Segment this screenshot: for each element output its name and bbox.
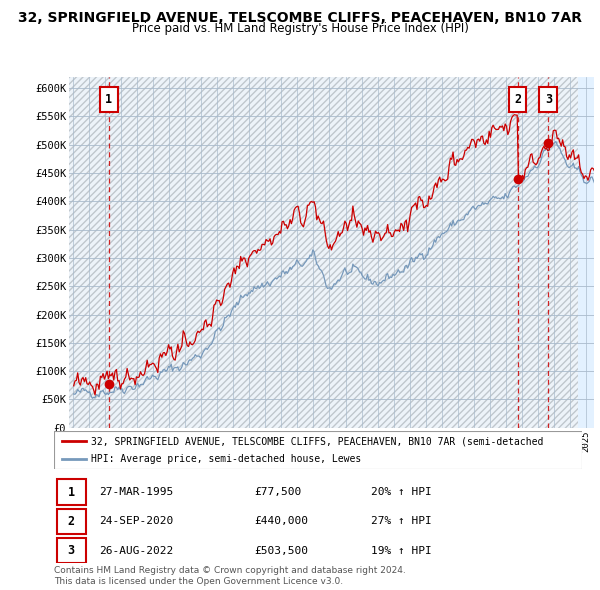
Text: Contains HM Land Registry data © Crown copyright and database right 2024.: Contains HM Land Registry data © Crown c… bbox=[54, 566, 406, 575]
Text: 27% ↑ HPI: 27% ↑ HPI bbox=[371, 516, 431, 526]
Text: 32, SPRINGFIELD AVENUE, TELSCOMBE CLIFFS, PEACEHAVEN, BN10 7AR: 32, SPRINGFIELD AVENUE, TELSCOMBE CLIFFS… bbox=[18, 11, 582, 25]
Text: 32, SPRINGFIELD AVENUE, TELSCOMBE CLIFFS, PEACEHAVEN, BN10 7AR (semi-detached: 32, SPRINGFIELD AVENUE, TELSCOMBE CLIFFS… bbox=[91, 437, 544, 447]
Text: £503,500: £503,500 bbox=[254, 546, 308, 556]
Text: Price paid vs. HM Land Registry's House Price Index (HPI): Price paid vs. HM Land Registry's House … bbox=[131, 22, 469, 35]
Text: 24-SEP-2020: 24-SEP-2020 bbox=[99, 516, 173, 526]
Text: 1: 1 bbox=[68, 486, 75, 499]
Text: HPI: Average price, semi-detached house, Lewes: HPI: Average price, semi-detached house,… bbox=[91, 454, 361, 464]
Text: 2: 2 bbox=[68, 515, 75, 528]
Text: This data is licensed under the Open Government Licence v3.0.: This data is licensed under the Open Gov… bbox=[54, 577, 343, 586]
Bar bbox=[578, 77, 594, 428]
Text: 2: 2 bbox=[514, 93, 521, 106]
FancyBboxPatch shape bbox=[539, 87, 557, 112]
Text: 3: 3 bbox=[68, 544, 75, 557]
Text: 1: 1 bbox=[105, 93, 112, 106]
FancyBboxPatch shape bbox=[56, 509, 86, 534]
FancyBboxPatch shape bbox=[56, 538, 86, 563]
Text: 26-AUG-2022: 26-AUG-2022 bbox=[99, 546, 173, 556]
Text: 27-MAR-1995: 27-MAR-1995 bbox=[99, 487, 173, 497]
FancyBboxPatch shape bbox=[100, 87, 118, 112]
FancyBboxPatch shape bbox=[509, 87, 526, 112]
Text: £77,500: £77,500 bbox=[254, 487, 302, 497]
Text: 20% ↑ HPI: 20% ↑ HPI bbox=[371, 487, 431, 497]
FancyBboxPatch shape bbox=[56, 479, 86, 505]
Text: 19% ↑ HPI: 19% ↑ HPI bbox=[371, 546, 431, 556]
Text: £440,000: £440,000 bbox=[254, 516, 308, 526]
Text: 3: 3 bbox=[545, 93, 552, 106]
